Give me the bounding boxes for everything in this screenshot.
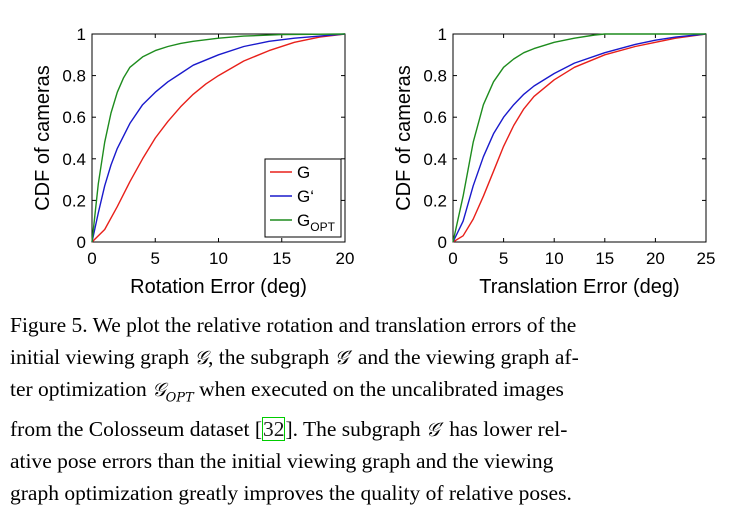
figure-caption: Figure 5. We plot the relative rotation … [10,310,742,509]
math-symbol: 𝒢 [152,379,166,401]
citation-link[interactable]: 32 [261,416,286,441]
x-tick-label: 15 [595,249,614,268]
y-tick-label: 1 [438,25,447,44]
series-line-g [91,33,346,243]
x-tick-label: 10 [209,249,228,268]
caption-line: ative pose errors than the initial viewi… [10,446,742,478]
caption-line: from the Colosseum dataset [32]. The sub… [10,414,742,447]
x-tick-label: 25 [697,249,716,268]
x-tick-label: 5 [151,249,160,268]
caption-line: graph optimization greatly improves the … [10,478,742,510]
y-tick-label: 0.8 [423,67,447,86]
legend-entry: GOPT [297,211,336,234]
series-line-g [91,33,346,243]
caption-text: initial viewing graph [10,344,195,369]
legend: G G‘ GOPT [264,158,342,238]
x-tick-label: 10 [545,249,564,268]
y-tick-label: 0.6 [62,108,86,127]
y-tick-label: 0.6 [423,108,447,127]
caption-line: ter optimization 𝒢OPT when executed on t… [10,374,742,414]
y-tick-label: 0.8 [62,67,86,86]
caption-text: ter optimization [10,377,153,401]
caption-line: Figure 5. We plot the relative rotation … [10,310,742,342]
caption-text: ]. The subgraph [285,416,427,441]
caption-text: has lower rel- [443,416,568,441]
math-subscript: OPT [165,390,194,406]
y-tick-label: 0 [438,233,447,252]
legend-entry: G‘ [297,187,314,206]
math-symbol: 𝒢 [194,346,209,369]
y-tick-label: 1 [77,25,86,44]
x-tick-label: 0 [448,249,457,268]
y-tick-label: 0.2 [62,191,86,210]
x-tick-label: 5 [499,249,508,268]
x-tick-label: 20 [336,249,355,268]
y-tick-label: 0.2 [423,191,447,210]
caption-text: ative pose errors than the initial viewi… [10,449,554,474]
y-tick-label: 0.4 [423,150,447,169]
caption-text: and the viewing graph af- [352,344,579,369]
x-axis-label: Translation Error (deg) [479,276,679,298]
y-axis-label: CDF of cameras [32,65,54,211]
caption-text: from the Colosseum dataset [ [10,416,262,441]
legend-entry: G [297,163,310,182]
x-tick-label: 20 [646,249,665,268]
y-axis-label: CDF of cameras [393,65,415,211]
math-symbol: 𝒢′ [426,418,444,441]
y-tick-label: 0.4 [62,150,86,169]
math-symbol: 𝒢′ [334,346,353,369]
series-line-gopt [91,33,346,243]
series-line-gopt [452,33,706,243]
x-tick-label: 0 [87,249,96,268]
translation-error-chart: 0 5 10 15 20 25 0 0.2 0.4 0.6 0.8 1 Translation Erro… [393,25,715,298]
caption-text: when executed on the uncalibrated images [193,377,564,401]
x-tick-label: 15 [272,249,291,268]
caption-text: graph optimization greatly improves the … [10,480,572,505]
caption-line: initial viewing graph 𝒢, the subgraph 𝒢′… [10,342,742,375]
caption-text: Figure 5. We plot the relative rotation … [10,313,577,337]
rotation-error-chart: 0 5 10 15 20 0 0.2 0.4 0.6 0.8 1 Rotation Error (de… [32,25,354,298]
x-axis-label: Rotation Error (deg) [130,276,307,298]
series-line-g [452,33,707,243]
series-line-g [452,33,707,243]
plot-area-frame [452,33,707,243]
caption-text: , the subgraph [208,344,335,369]
y-tick-label: 0 [77,233,86,252]
